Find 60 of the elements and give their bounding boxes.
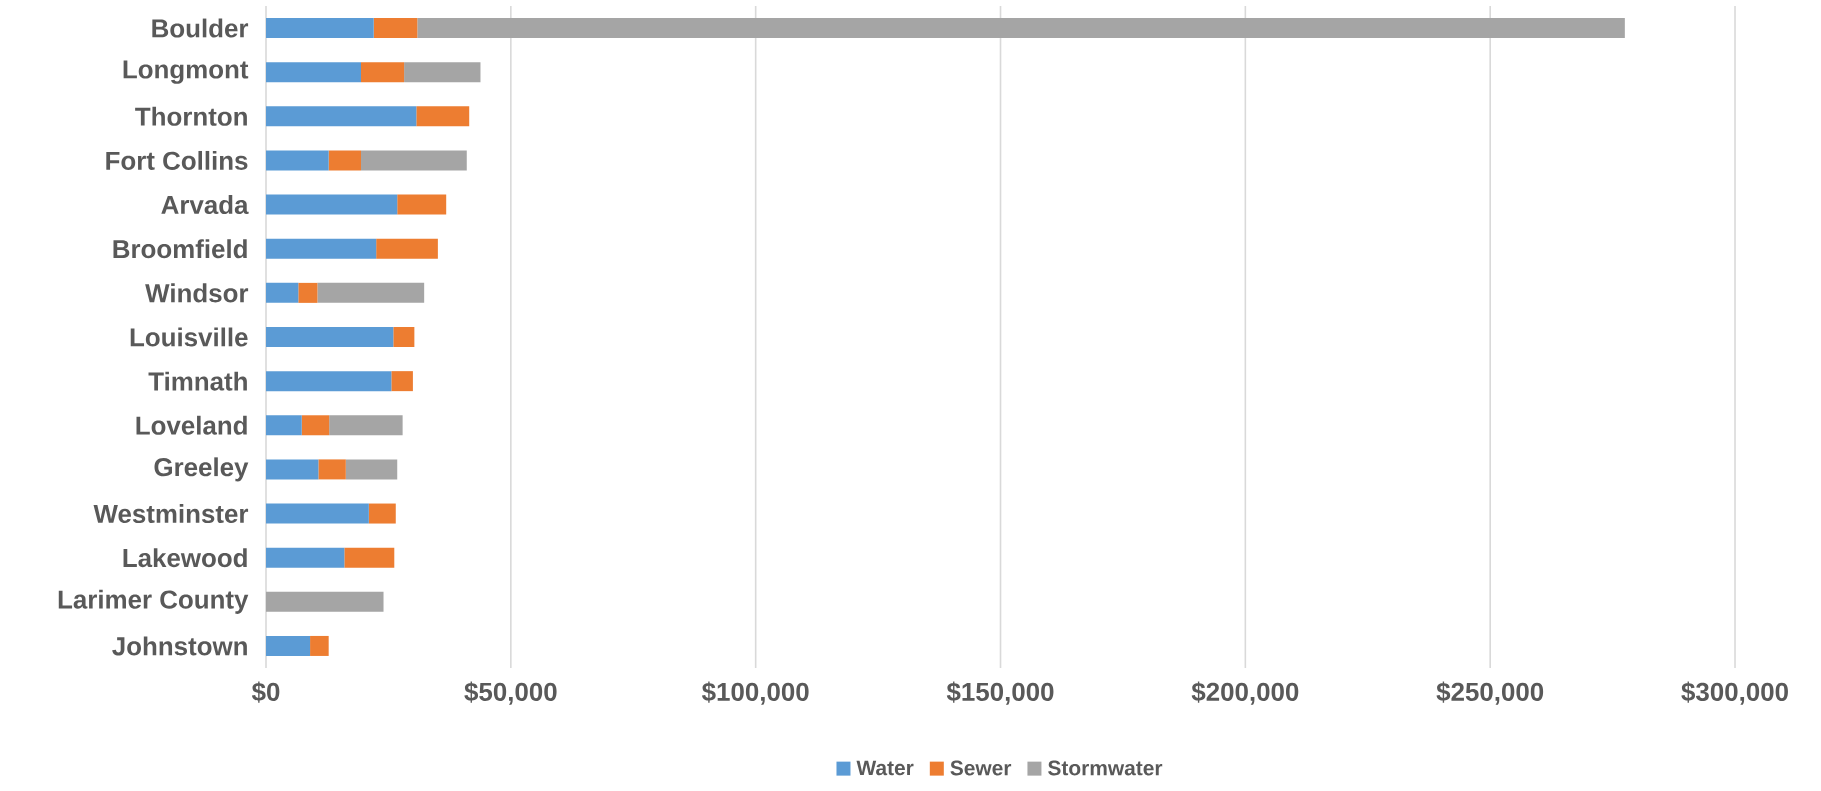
y-tick-label: Larimer County	[58, 589, 249, 614]
y-tick-label: Broomfield	[113, 239, 247, 259]
bar	[391, 371, 413, 392]
bar	[310, 635, 329, 656]
bar	[317, 282, 425, 303]
y-tick-label: Johnstown	[112, 636, 247, 656]
y-tick-label: Boulder	[152, 18, 249, 38]
x-tick-label: $100,000	[702, 681, 809, 705]
bar	[266, 415, 302, 436]
y-tick-label: Westminster	[93, 504, 249, 524]
legend-label: Stormwater	[1048, 760, 1163, 776]
x-tick-label: $200,000	[1191, 681, 1299, 705]
bar	[393, 327, 415, 347]
bar	[266, 591, 384, 612]
legend-label: Sewer	[950, 760, 1012, 776]
bar	[266, 238, 377, 259]
y-tick-label: Lakewood	[123, 548, 247, 568]
bar	[376, 238, 438, 259]
bar	[266, 106, 417, 127]
bar	[266, 194, 398, 215]
bar	[329, 415, 403, 436]
bar	[361, 62, 405, 83]
bar	[416, 106, 470, 127]
y-tick-label: Louisville	[130, 327, 248, 347]
x-tick-label: $300,000	[1681, 681, 1788, 705]
bar	[266, 635, 311, 656]
bar	[404, 62, 481, 83]
bar	[266, 327, 394, 347]
bar	[344, 547, 395, 568]
x-tick-label: $50,000	[464, 681, 557, 705]
bar	[266, 459, 319, 480]
bar	[368, 503, 396, 524]
y-tick-label: Arvada	[161, 195, 249, 215]
bar	[301, 415, 330, 436]
bar	[266, 282, 299, 303]
x-tick-label: $150,000	[946, 681, 1054, 705]
bar	[298, 282, 318, 303]
x-tick-label: $250,000	[1436, 681, 1544, 705]
bar	[266, 371, 392, 392]
y-tick-label: Timnath	[148, 371, 247, 391]
bar	[328, 150, 361, 171]
y-tick-label: Windsor	[145, 283, 249, 303]
bar	[417, 18, 1625, 39]
bar	[266, 62, 361, 83]
y-tick-label: Longmont	[123, 60, 249, 84]
bar	[266, 18, 374, 39]
bar	[397, 194, 447, 215]
x-tick-label: $0	[251, 681, 280, 703]
bar	[345, 459, 398, 480]
bar	[373, 18, 418, 39]
legend-label: Water	[856, 760, 914, 776]
y-tick-label: Fort Collins	[106, 150, 248, 170]
bar	[266, 503, 369, 524]
bar	[266, 547, 345, 568]
bar	[266, 150, 329, 171]
y-tick-label: Loveland	[136, 415, 247, 435]
y-tick-label: Greeley	[154, 457, 249, 482]
bar	[361, 150, 467, 171]
bar	[318, 459, 346, 480]
y-tick-label: Thornton	[135, 106, 247, 126]
